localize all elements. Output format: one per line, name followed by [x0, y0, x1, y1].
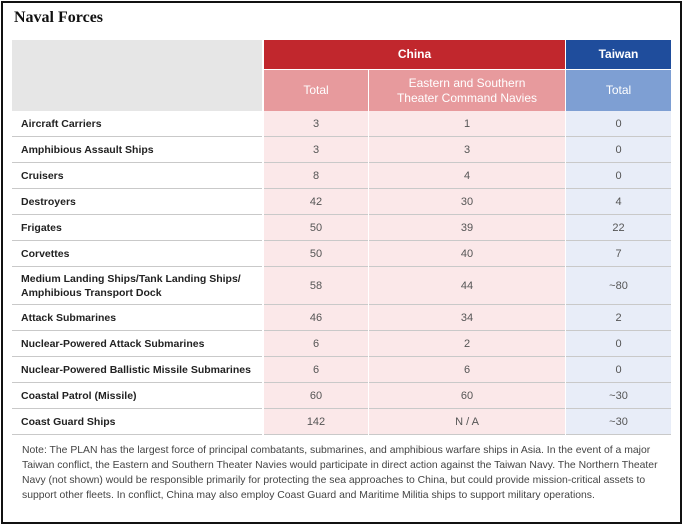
- title: Naval Forces: [14, 9, 104, 26]
- cell-value: 1: [369, 111, 565, 137]
- cell-value: 50: [264, 241, 368, 267]
- cell-value: 8: [264, 163, 368, 189]
- row-label: Coast Guard Ships: [12, 409, 262, 435]
- note: Note: The PLAN has the largest force of …: [22, 445, 658, 501]
- cell-value: 34: [369, 305, 565, 331]
- row-label: Cruisers: [12, 163, 262, 189]
- cell-value: 50: [264, 215, 368, 241]
- column-header: Eastern and Southern Theater Command Nav…: [369, 70, 565, 111]
- row-label: Coastal Patrol (Missile): [12, 383, 262, 409]
- cell-value: ~30: [566, 409, 671, 435]
- cell-value: 6: [369, 357, 565, 383]
- row-label: Nuclear-Powered Attack Submarines: [12, 331, 262, 357]
- cell-value: 40: [369, 241, 565, 267]
- cell-value: 6: [264, 357, 368, 383]
- row-label: Amphibious Assault Ships: [12, 137, 262, 163]
- row-label: Nuclear-Powered Ballistic Missile Submar…: [12, 357, 262, 383]
- cell-value: 22: [566, 215, 671, 241]
- cell-value: 44: [369, 267, 565, 305]
- cell-value: 0: [566, 137, 671, 163]
- cell-value: 60: [369, 383, 565, 409]
- column-header: Total: [264, 70, 368, 111]
- row-label: Destroyers: [12, 189, 262, 215]
- cell-value: 39: [369, 215, 565, 241]
- cell-value: 0: [566, 163, 671, 189]
- cell-value: 3: [369, 137, 565, 163]
- cell-value: ~30: [566, 383, 671, 409]
- cell-value: 2: [369, 331, 565, 357]
- cell-value: 46: [264, 305, 368, 331]
- column-header: Total: [566, 70, 671, 111]
- row-label: Corvettes: [12, 241, 262, 267]
- cell-value: 0: [566, 111, 671, 137]
- cell-value: 3: [264, 111, 368, 137]
- cell-value: 7: [566, 241, 671, 267]
- row-label: Medium Landing Ships/Tank Landing Ships/…: [12, 267, 262, 305]
- cell-value: 4: [566, 189, 671, 215]
- cell-value: 4: [369, 163, 565, 189]
- cell-value: 2: [566, 305, 671, 331]
- cell-value: 60: [264, 383, 368, 409]
- row-label: Attack Submarines: [12, 305, 262, 331]
- cell-value: 3: [264, 137, 368, 163]
- china-header: China: [264, 40, 565, 69]
- taiwan-header: Taiwan: [566, 40, 671, 69]
- cell-value: 42: [264, 189, 368, 215]
- cell-value: ~80: [566, 267, 671, 305]
- cell-value: 30: [369, 189, 565, 215]
- row-label: Frigates: [12, 215, 262, 241]
- cell-value: 0: [566, 331, 671, 357]
- cell-value: 0: [566, 357, 671, 383]
- cell-value: N / A: [369, 409, 565, 435]
- row-label: Aircraft Carriers: [12, 111, 262, 137]
- cell-value: 58: [264, 267, 368, 305]
- cell-value: 6: [264, 331, 368, 357]
- header-blank: [12, 40, 262, 111]
- cell-value: 142: [264, 409, 368, 435]
